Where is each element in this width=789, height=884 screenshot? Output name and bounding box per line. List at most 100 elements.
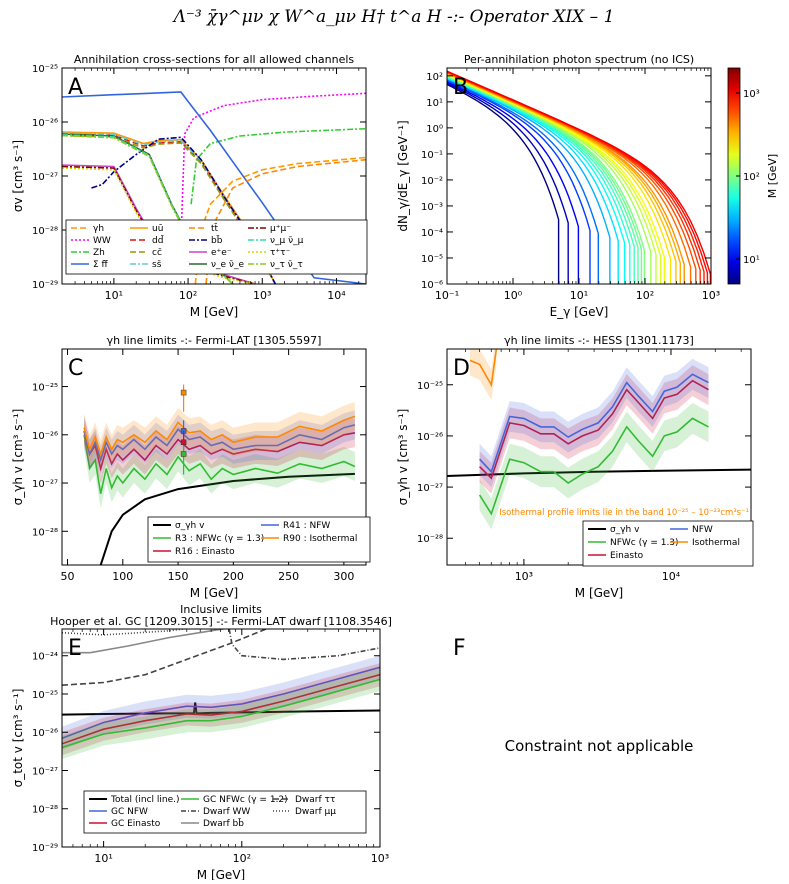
- legend-entry: NFWc (γ = 1.3): [610, 538, 679, 548]
- legend-entry: uū: [152, 224, 163, 234]
- y-tick-label: 10¹: [426, 98, 443, 109]
- x-tick-label: 10¹: [105, 289, 123, 302]
- legend-entry: NFW: [692, 525, 713, 535]
- spectrum-curve: [447, 72, 681, 284]
- series-line: [62, 629, 228, 654]
- y-tick-label: 10⁻²⁵: [32, 64, 58, 75]
- spectrum-curve: [447, 81, 580, 284]
- legend-entry: Isothermal: [692, 538, 740, 548]
- x-tick-label: 10²: [233, 852, 251, 865]
- legend-box: [83, 790, 367, 834]
- legend-entry: σ_γh v: [610, 525, 640, 535]
- x-tick-label: 10²: [179, 289, 197, 302]
- series-line: [228, 629, 380, 661]
- legend-entry: R3 : NFWc (γ = 1.3): [175, 534, 264, 544]
- x-axis-label: M [GeV]: [190, 305, 238, 319]
- y-tick-label: 10⁻²⁷: [417, 483, 443, 494]
- series-line: [83, 434, 356, 494]
- series-line: [180, 92, 366, 231]
- panel-b: 10⁻¹ 10⁰ 10¹ 10² 10³ 10⁻⁶ 10⁻⁵ 10⁻⁴ 10⁻³ 10⁻² 10⁻¹…: [396, 53, 779, 319]
- legend-entry: γh: [93, 224, 104, 234]
- chart-title: Inclusive limits: [180, 603, 262, 616]
- spectrum-curve: [447, 72, 685, 284]
- y-tick-label: 10⁻²⁸: [32, 226, 58, 237]
- series-band: [62, 663, 380, 756]
- y-tick-label: 10⁻²⁵: [32, 690, 58, 701]
- legend-entry: GC Einasto: [111, 819, 161, 829]
- panel-letter: A: [68, 75, 83, 100]
- chart-title: γh line limits -:- HESS [1301.1173]: [504, 334, 694, 347]
- x-tick-label: 100: [112, 570, 133, 583]
- x-tick-label: 10⁻¹: [435, 289, 459, 302]
- legend-entry: R16 : Einasto: [175, 547, 235, 557]
- spectrum-curve: [447, 71, 701, 284]
- series-band: [479, 365, 709, 494]
- colorbar-tick-label: 10¹: [743, 255, 760, 266]
- chart-title: Annihilation cross-sections for all allo…: [74, 53, 355, 66]
- y-tick-label: 10⁻²⁷: [32, 172, 58, 183]
- chart-title: Per-annihilation photon spectrum (no ICS…: [464, 53, 694, 66]
- series-line: [62, 678, 380, 749]
- x-axis-label: M [GeV]: [190, 586, 238, 600]
- panel-letter: F: [453, 636, 466, 661]
- x-tick-label: 250: [278, 570, 299, 583]
- chart-title: γh line limits -:- Fermi-LAT [1305.5597]: [107, 334, 322, 347]
- legend-entry: tt̄: [211, 222, 219, 234]
- y-tick-label: 10⁻²: [421, 176, 443, 187]
- x-tick-label: 10⁰: [504, 289, 523, 302]
- x-tick-label: 10³: [253, 289, 271, 302]
- legend-entry: τ⁺τ⁻: [270, 248, 291, 258]
- y-tick-label: 10⁻²⁹: [32, 843, 58, 854]
- series-band: [470, 349, 497, 401]
- x-tick-label: 10²: [636, 289, 654, 302]
- spectrum-curve: [447, 74, 662, 284]
- plot-frame: [61, 628, 381, 848]
- series-line: [83, 424, 356, 463]
- legend-entry: Dwarf ττ: [295, 795, 335, 805]
- x-tick-label: 10⁴: [327, 289, 346, 302]
- x-axis-label: M [GeV]: [197, 868, 245, 880]
- x-tick-label: 10³: [371, 852, 389, 865]
- legend-entry: ν_e ν̄_e: [211, 260, 244, 270]
- colorbar-tick-label: 10²: [743, 172, 760, 183]
- legend-entry: Zh: [93, 248, 105, 258]
- y-axis-label: σ_γh v [cm³ s⁻¹]: [396, 409, 410, 506]
- spectrum-curve: [447, 79, 591, 284]
- spectrum-curve: [447, 78, 611, 284]
- y-tick-label: 10⁻²⁹: [32, 280, 58, 291]
- legend-entry: bb̄: [211, 234, 223, 246]
- legend-entry: ν_τ ν̄_τ: [270, 260, 303, 270]
- series-line: [91, 136, 277, 284]
- y-tick-label: 10⁻²⁶: [32, 728, 58, 739]
- series-line: [62, 673, 380, 745]
- panel-letter: D: [453, 356, 470, 381]
- legend-entry: Σ ff̄: [93, 260, 109, 270]
- legend-entry: ν_μ ν̄_μ: [270, 236, 304, 246]
- spectrum-curve: [447, 75, 643, 284]
- legend-entry: GC NFW: [111, 807, 148, 817]
- series-band: [479, 403, 709, 530]
- series-line: [83, 430, 356, 472]
- series-line: [447, 468, 751, 477]
- legend-entry: WW: [93, 236, 111, 246]
- series-line: [62, 702, 380, 716]
- y-tick-label: 10⁻²⁸: [32, 527, 58, 538]
- series-line: [479, 379, 709, 480]
- y-tick-label: 10⁻²⁴: [32, 652, 58, 663]
- y-tick-label: 10⁻²⁵: [417, 381, 443, 392]
- legend-entry: σ_γh v: [175, 521, 205, 531]
- figure-title: Λ⁻³ χ̄γ^μν χ W^a_μν H† t^a H -:- Operato…: [172, 7, 615, 27]
- x-axis-label: M [GeV]: [575, 586, 623, 600]
- panel-a: 10¹ 10² 10³ 10⁴ 10⁻²⁹ 10⁻²⁸ 10⁻²⁷ 10⁻²⁶ 10⁻²⁵ Ann…: [11, 53, 368, 319]
- y-tick-label: 10⁰: [426, 124, 443, 135]
- plot-frame: [61, 348, 367, 566]
- y-axis-label: σ_tot v [cm³ s⁻¹]: [11, 689, 25, 788]
- spectrum-curve: [447, 82, 569, 284]
- y-axis-label: σ_γh v [cm³ s⁻¹]: [11, 409, 25, 506]
- spectrum-curve: [447, 71, 697, 284]
- series-line: [469, 349, 498, 388]
- y-tick-label: 10⁻⁶: [421, 280, 443, 291]
- spectrum-curve: [447, 79, 599, 284]
- series-band: [62, 667, 380, 759]
